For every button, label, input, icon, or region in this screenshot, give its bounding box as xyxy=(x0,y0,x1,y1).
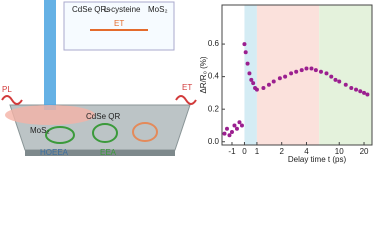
label: MoS₂ xyxy=(30,126,50,135)
data-point xyxy=(299,68,304,73)
y-axis-label: ΔR/R₀ (%) xyxy=(199,56,208,93)
schematic: CdSe QRs L-cysteine MoS₂ ET PL ET CdSe Q… xyxy=(0,0,200,166)
data-point xyxy=(324,71,329,76)
data-point xyxy=(349,86,354,91)
data-point xyxy=(343,82,348,87)
label: MoS₂ xyxy=(148,5,168,14)
data-point xyxy=(337,79,342,84)
et-wave xyxy=(175,95,197,105)
laser-beam xyxy=(44,0,56,110)
data-point xyxy=(266,82,271,87)
data-point xyxy=(224,126,229,131)
data-point xyxy=(234,126,239,131)
x-tick-label: 0 xyxy=(242,147,247,156)
plot-frame xyxy=(221,4,373,146)
x-tick-label: 4 xyxy=(304,147,309,156)
data-point xyxy=(358,89,363,94)
data-point xyxy=(239,123,244,128)
region xyxy=(319,5,372,145)
label: HOEEA xyxy=(40,148,69,157)
data-point xyxy=(318,69,323,74)
slab-edge xyxy=(25,150,175,156)
data-point xyxy=(254,87,259,92)
data-point xyxy=(289,71,294,76)
data-point xyxy=(245,61,250,66)
data-point xyxy=(309,66,314,71)
data-point xyxy=(227,133,232,138)
data-point xyxy=(247,71,252,76)
y-tick-label: 0.6 xyxy=(208,39,220,48)
data-point xyxy=(249,77,254,82)
x-axis-label: Delay time t (ps) xyxy=(288,155,347,164)
data-point xyxy=(294,69,299,74)
data-point xyxy=(222,131,227,136)
y-tick-label: 0.0 xyxy=(208,137,220,146)
data-point xyxy=(251,81,256,86)
inset-box xyxy=(63,1,175,51)
data-point xyxy=(333,77,338,82)
data-point xyxy=(229,129,234,134)
data-point xyxy=(261,86,266,91)
x-tick-label: 2 xyxy=(279,147,284,156)
data-point xyxy=(243,50,248,55)
data-point xyxy=(304,66,309,71)
data-point xyxy=(242,42,247,47)
region xyxy=(256,5,320,145)
label: ET xyxy=(114,19,124,28)
x-tick-label: 1 xyxy=(255,147,260,156)
x-tick-label: 10 xyxy=(335,147,344,156)
plot: -1 0 1 2 4 10 20 0.0 0.2 0.4 0.6 Delay time t (ps) Δ… xyxy=(199,4,373,164)
figure: CdSe QRs L-cysteine MoS₂ ET PL ET CdSe Q… xyxy=(0,0,373,166)
label: ET xyxy=(182,83,192,92)
pl-wave xyxy=(1,95,23,105)
label: L-cysteine xyxy=(104,5,141,14)
data-point xyxy=(329,74,334,79)
y-tick-label: 0.2 xyxy=(208,104,220,113)
data-point xyxy=(283,74,288,79)
region xyxy=(244,5,257,145)
hoeea-ring xyxy=(45,126,75,144)
x-tick-label: 20 xyxy=(360,147,369,156)
et-ring xyxy=(132,122,158,142)
data-point xyxy=(354,87,359,92)
data-point xyxy=(365,92,370,97)
eea-ring xyxy=(92,123,118,143)
data-point xyxy=(271,79,276,84)
cdse-qr xyxy=(5,105,95,125)
label: CdSe QR xyxy=(86,112,120,121)
label: EEA xyxy=(100,148,117,157)
y-tick-label: 0.4 xyxy=(208,72,220,81)
data-point xyxy=(313,68,318,73)
data-point xyxy=(237,120,242,125)
x-tick-label: -1 xyxy=(228,147,236,156)
label: CdSe QRs xyxy=(72,5,110,14)
data-point xyxy=(232,123,237,128)
data-point xyxy=(362,90,367,95)
data-point xyxy=(277,76,282,81)
label: PL xyxy=(2,85,12,94)
